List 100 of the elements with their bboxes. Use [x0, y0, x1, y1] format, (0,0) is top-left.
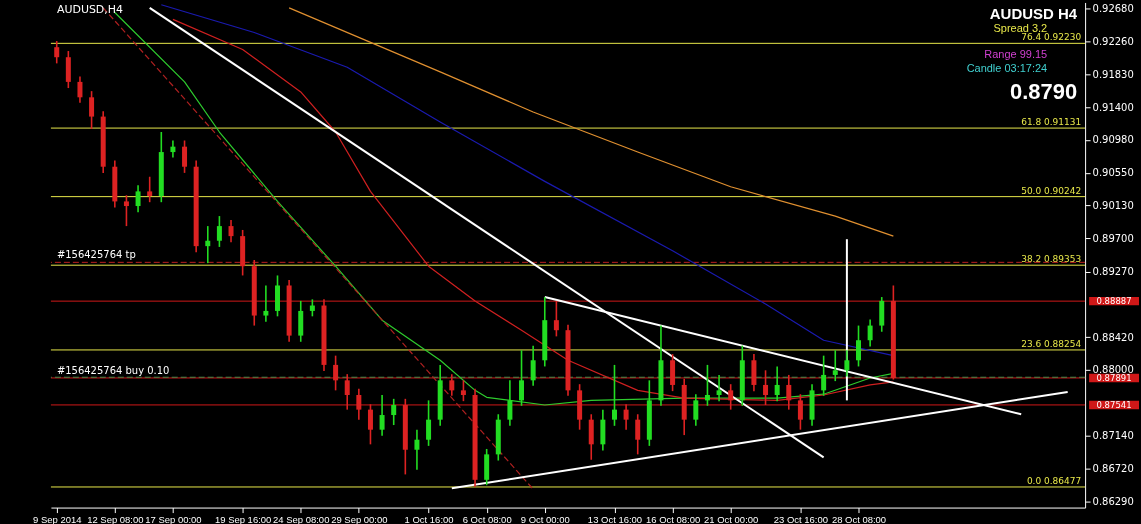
ref-line-label: 0.88887	[1096, 296, 1132, 307]
candlestick	[251, 259, 257, 327]
candlestick	[588, 413, 594, 461]
candlestick	[821, 354, 827, 397]
candlestick	[797, 393, 803, 431]
candlestick	[147, 175, 153, 203]
candlestick	[704, 364, 710, 407]
candlestick	[89, 90, 95, 130]
candlestick	[867, 318, 873, 348]
candlestick	[460, 379, 466, 402]
candlestick	[553, 300, 559, 338]
annotation: 0.8790	[1009, 79, 1078, 105]
y-tick-label: 0.86290	[1092, 495, 1134, 507]
candlestick	[577, 383, 583, 431]
candlestick	[728, 383, 734, 411]
candlestick	[565, 324, 571, 397]
candlestick	[611, 364, 617, 427]
candlestick	[519, 349, 525, 407]
x-tick-label: 13 Oct 16:00	[587, 514, 643, 524]
ref-line-label: 38.2 0.89353	[1021, 254, 1082, 265]
candlestick	[426, 399, 432, 447]
candlestick	[263, 284, 269, 323]
candlestick	[391, 398, 397, 426]
ref-line-label: 50.0 0.90242	[1021, 185, 1082, 196]
candlestick	[484, 448, 490, 487]
candlestick	[100, 110, 106, 174]
x-tick-label: 9 Oct 00:00	[520, 514, 570, 524]
candlestick	[658, 324, 664, 407]
annotation: Range 99.15	[984, 48, 1048, 61]
candlestick	[670, 353, 676, 392]
y-tick-label: 0.88420	[1092, 331, 1134, 343]
ref-line-label: 0.0 0.86477	[1026, 475, 1082, 486]
x-tick-label: 23 Oct 16:00	[773, 514, 829, 524]
candlestick	[379, 394, 385, 437]
y-tick-label: 0.90980	[1092, 134, 1134, 146]
candlestick	[182, 139, 188, 174]
candlestick	[356, 388, 362, 421]
candlestick	[158, 131, 164, 203]
candlestick	[54, 40, 60, 65]
candlestick	[681, 377, 687, 436]
candlestick	[472, 388, 478, 488]
candlestick	[228, 219, 234, 244]
x-tick-label: 28 Oct 08:00	[831, 514, 887, 524]
candlestick	[844, 349, 850, 378]
candlestick	[716, 374, 722, 402]
candlestick	[367, 403, 373, 446]
candlestick	[809, 383, 815, 427]
candlestick	[298, 300, 304, 343]
x-tick-label: 1 Oct 16:00	[404, 514, 454, 524]
ref-line-label: 0.87541	[1096, 399, 1132, 410]
candlestick	[763, 369, 769, 406]
candlestick	[135, 184, 141, 214]
candlestick	[112, 159, 118, 209]
line-series	[160, 4, 894, 357]
candlestick	[495, 413, 501, 462]
annotation: #156425764 buy 0.10	[56, 364, 170, 376]
candlestick	[600, 408, 606, 452]
candlestick	[205, 225, 211, 264]
candlestick	[774, 365, 780, 402]
candlestick	[832, 349, 838, 382]
candlestick	[623, 403, 629, 431]
candlestick	[414, 428, 420, 471]
ref-line-label: #156425764 tp	[56, 249, 136, 261]
candlestick	[123, 194, 129, 227]
candlestick	[507, 379, 513, 427]
ref-line-label: 76.4 0.92230	[1021, 32, 1082, 43]
candlestick	[646, 379, 652, 447]
candlestick	[890, 284, 896, 381]
x-tick-label: 21 Oct 00:00	[704, 514, 759, 524]
candlestick	[193, 159, 199, 254]
candlestick	[530, 344, 536, 387]
x-tick-label: 16 Oct 08:00	[645, 514, 701, 524]
y-tick-label: 0.90130	[1092, 199, 1134, 211]
y-tick-label: 0.91400	[1092, 101, 1134, 113]
candlestick	[786, 374, 792, 411]
y-tick-label: 0.89700	[1092, 232, 1134, 244]
candlestick	[739, 344, 745, 407]
candlestick	[77, 75, 83, 104]
candlestick	[344, 373, 350, 411]
candlestick	[542, 296, 548, 368]
line-series	[288, 7, 894, 237]
ref-line-label: 61.8 0.91131	[1021, 117, 1082, 128]
x-tick-label: 6 Oct 08:00	[462, 514, 512, 524]
annotation: AUDUSD H4	[989, 5, 1078, 23]
candlestick	[333, 354, 339, 392]
candlestick	[751, 353, 757, 392]
annotation: Candle 03:17:24	[966, 62, 1048, 75]
candlestick	[286, 279, 292, 343]
candlestick	[216, 215, 222, 248]
candlestick	[635, 413, 641, 456]
candlestick	[275, 274, 280, 318]
y-tick-label: 0.89270	[1092, 266, 1134, 278]
candlestick	[240, 229, 246, 277]
candlestick	[856, 324, 862, 368]
ref-line-label: 23.6 0.88254	[1021, 338, 1082, 349]
y-tick-label: 0.92680	[1092, 3, 1134, 15]
candlestick	[321, 298, 327, 372]
candlestick	[693, 393, 699, 427]
candlestick	[402, 398, 408, 476]
candlestick	[65, 50, 71, 89]
